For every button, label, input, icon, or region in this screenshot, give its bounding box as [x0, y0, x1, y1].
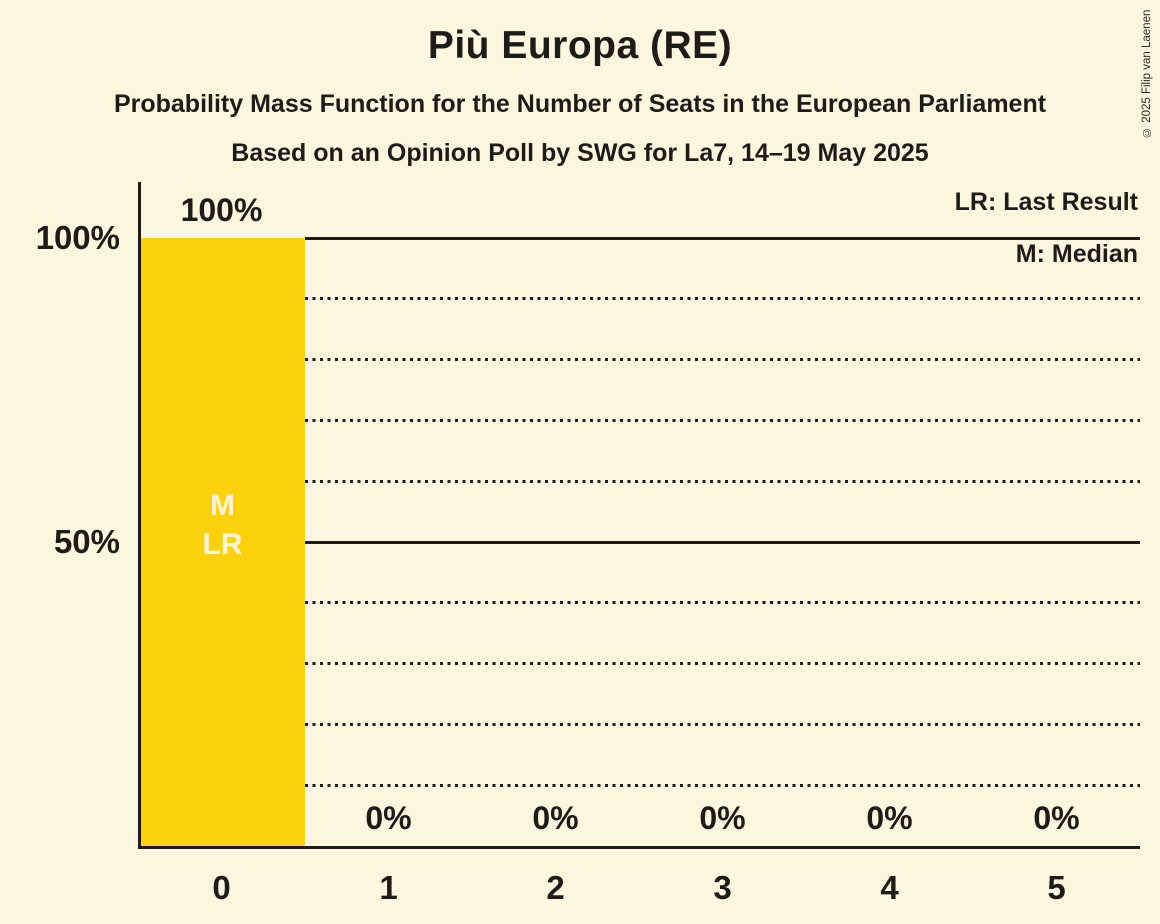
- gridline-dotted-90pct: [305, 297, 1140, 301]
- gridline-dotted-20pct: [305, 722, 1140, 726]
- x-tick-label-3: 3: [713, 869, 732, 906]
- copyright-notice: © 2025 Filip van Laenen: [1141, 9, 1153, 138]
- gridline-dotted-40pct: [305, 601, 1140, 605]
- x-axis: [138, 846, 1140, 849]
- x-tick-label-0: 0: [212, 869, 231, 906]
- x-tick-label-1: 1: [379, 869, 398, 906]
- gridline-dotted-60pct: [305, 479, 1140, 483]
- gridline-dotted-80pct: [305, 358, 1140, 362]
- y-tick-label-100: 100%: [35, 219, 120, 256]
- x-tick-label-4: 4: [880, 869, 899, 906]
- gridline-solid-50pct: [305, 540, 1140, 544]
- page-title: Più Europa (RE): [427, 24, 733, 67]
- bar-value-label-0: 100%: [180, 192, 263, 228]
- bar-value-label-3: 0%: [699, 800, 746, 836]
- chart-subtitle: Probability Mass Function for the Number…: [113, 90, 1047, 118]
- bar-value-label-5: 0%: [1033, 800, 1080, 836]
- x-tick-label-2: 2: [546, 869, 565, 906]
- x-tick-label-5: 5: [1047, 869, 1066, 906]
- poll-source-line: Based on an Opinion Poll by SWG for La7,…: [231, 139, 929, 167]
- bar-value-label-1: 0%: [365, 800, 412, 836]
- bar-value-label-4: 0%: [866, 800, 913, 836]
- gridline-solid-100pct: [305, 236, 1140, 240]
- y-axis: [138, 182, 141, 849]
- legend-last-result: LR: Last Result: [954, 188, 1138, 216]
- legend-median: M: Median: [1015, 240, 1138, 268]
- y-tick-label-50: 50%: [53, 523, 120, 560]
- bar-value-label-2: 0%: [532, 800, 579, 836]
- bar-annotation-median-lastresult: M LR: [202, 489, 243, 561]
- gridline-dotted-70pct: [305, 418, 1140, 422]
- gridline-dotted-10pct: [305, 783, 1140, 787]
- bar-seats-0: [140, 238, 305, 846]
- gridline-dotted-30pct: [305, 662, 1140, 666]
